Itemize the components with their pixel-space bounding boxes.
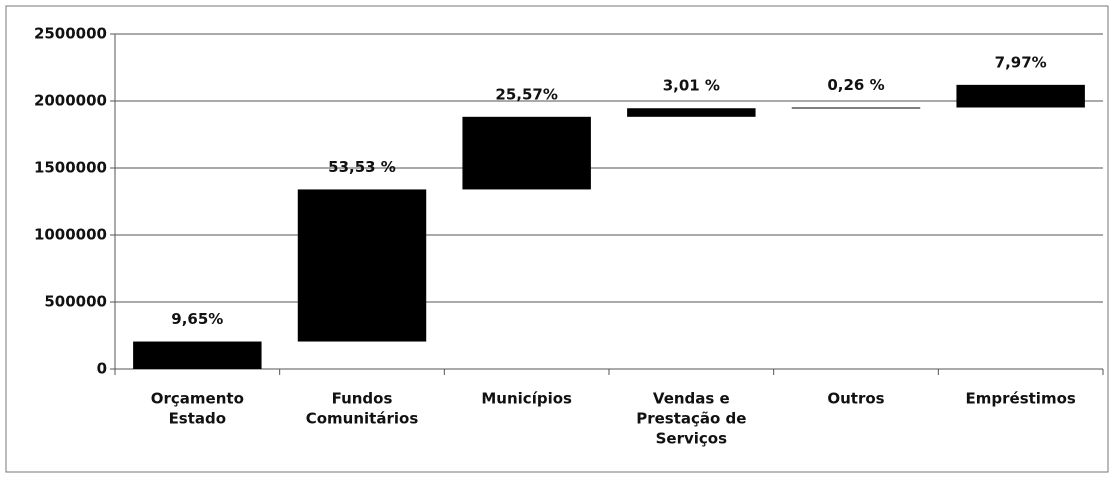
data-label: 3,01 % [663,77,720,95]
x-tick-label: Estado [169,410,227,428]
x-tick-label: Empréstimos [966,390,1076,408]
x-tick-label: Municípios [481,390,572,408]
data-label: 53,53 % [328,158,396,176]
x-tick-label: Prestação de [636,410,746,428]
bar [133,341,262,369]
bar [462,116,591,190]
x-tick-label: Outros [827,390,884,408]
data-label: 9,65% [171,310,223,328]
x-tick-label: Serviços [656,430,727,448]
x-tick-label: Vendas e [653,390,730,408]
y-tick-label: 500000 [44,293,107,311]
bar [791,107,921,109]
y-tick-label: 2000000 [34,92,107,110]
y-tick-label: 1000000 [34,226,107,244]
data-label: 0,26 % [827,76,884,94]
y-tick-label: 0 [97,360,107,378]
data-label: 7,97% [995,53,1047,71]
bar [297,189,427,342]
data-label: 25,57% [495,85,557,103]
y-tick-label: 2500000 [34,25,107,43]
bar [627,108,756,117]
bar [956,84,1085,108]
y-tick-label: 1500000 [34,159,107,177]
x-tick-label: Fundos [332,390,393,408]
chart-frame [5,5,1109,473]
x-tick-label: Comunitários [306,410,419,428]
x-tick-label: Orçamento [151,390,244,408]
